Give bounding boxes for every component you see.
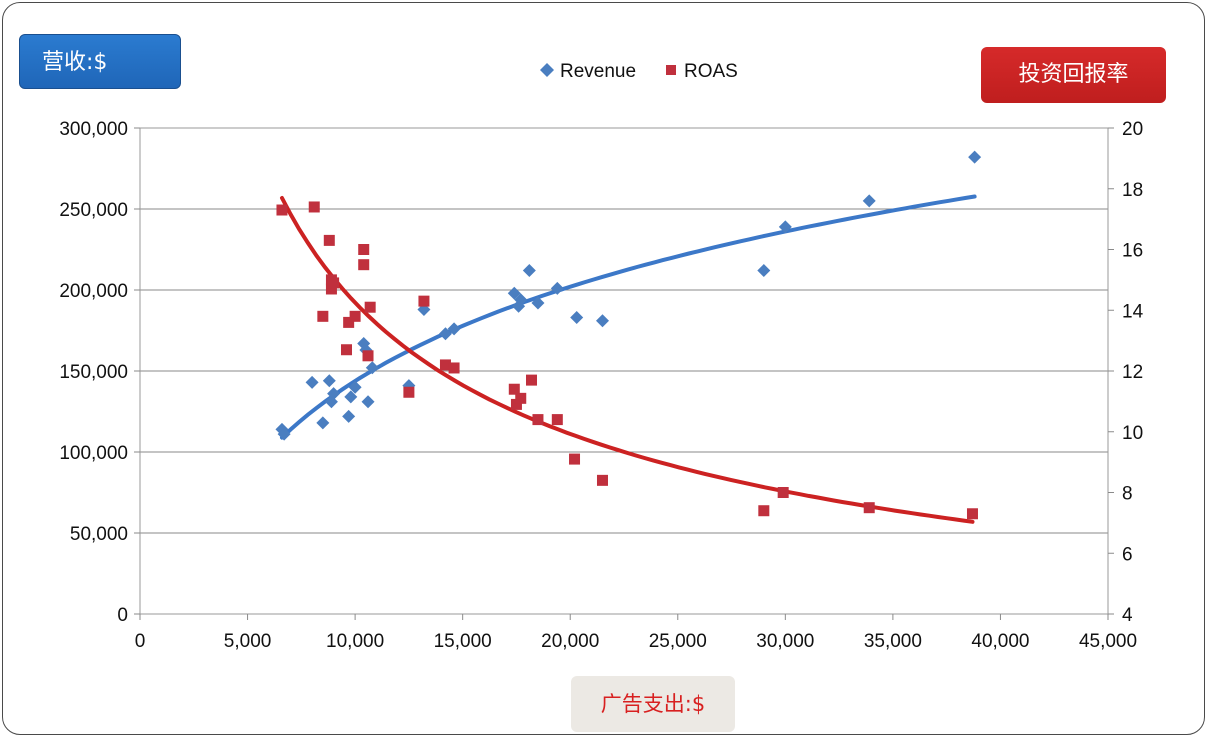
roas-point [569,453,581,465]
roas-point [364,301,376,313]
roas-point [323,234,335,246]
right-tick-label: 6 [1122,544,1133,565]
revenue-trendline [280,194,977,440]
legend-roas-label: ROAS [684,61,738,82]
roas-point [777,487,789,498]
roas-point [508,383,520,395]
roas-point [551,414,563,426]
legend-revenue-label: Revenue [560,61,636,82]
revenue-point [348,380,362,394]
data-points [275,150,982,520]
x-axis-title-badge: 广告支出:$ [571,676,735,732]
right-axis-title-badge: 投资回报率 [981,47,1166,103]
gridlines [140,208,1108,534]
roas-point [596,474,608,486]
revenue-point [522,264,536,278]
right-axis-ticks: 4 6 8 10 12 14 16 18 20 [1122,119,1144,626]
right-tick-label: 18 [1122,180,1143,201]
right-tick-label: 4 [1122,605,1133,626]
roas-point [418,295,430,307]
trendlines [280,194,977,524]
revenue-point [514,293,528,307]
left-tick-label: 50,000 [70,524,128,545]
x-axis-ticks: 0 5,000 10,000 15,000 20,000 25,000 30,000 35,0… [135,631,1137,652]
x-tick-label: 30,000 [756,631,814,652]
roas-point [328,277,340,289]
left-tick-label: 0 [117,605,128,626]
legend: Revenue ROAS [540,61,738,82]
roas-point [325,283,337,295]
revenue-point [595,314,609,328]
x-tick-label: 35,000 [864,631,922,652]
roas-point [510,398,522,410]
revenue-point [316,416,330,430]
roas-point [276,204,288,216]
revenue-point [778,220,792,234]
x-tick-label: 25,000 [649,631,707,652]
right-tick-label: 10 [1122,423,1143,444]
axes [134,127,1114,620]
revenue-point [322,374,336,388]
roas-point [515,392,527,404]
revenue-point [344,390,358,404]
left-tick-label: 100,000 [59,443,128,464]
x-tick-label: 10,000 [326,631,384,652]
left-tick-label: 300,000 [59,119,128,140]
right-tick-label: 20 [1122,119,1143,140]
left-tick-label: 150,000 [59,362,128,383]
legend-revenue-marker [540,63,554,77]
left-axis-ticks: 0 50,000 100,000 150,000 200,000 250,000 300,0… [59,119,128,626]
revenue-point [550,281,564,295]
roas-point [308,201,320,213]
roas-point [526,374,538,386]
roas-point [863,502,875,514]
right-tick-label: 12 [1122,362,1143,383]
left-tick-label: 250,000 [59,200,128,221]
roas-point [343,316,355,328]
x-tick-label: 20,000 [541,631,599,652]
revenue-point [342,409,356,423]
revenue-point [531,296,545,310]
roas-point [358,244,370,255]
roas-point [362,350,374,362]
revenue-point [968,150,982,164]
revenue-point [305,375,319,389]
roas-point [966,508,978,520]
roas-point [532,414,544,426]
x-tick-label: 0 [135,631,146,652]
roas-point [403,386,415,398]
roas-point [448,362,460,374]
roas-point [758,505,770,517]
roas-point [341,344,353,356]
roas-trendline [280,196,975,524]
roas-point [439,359,451,371]
revenue-point [277,427,291,441]
revenue-point [327,387,341,401]
x-tick-label: 5,000 [224,631,272,652]
legend-roas-marker [666,65,676,75]
revenue-point [361,395,375,409]
revenue-point [570,311,584,325]
roas-point [349,310,361,322]
right-tick-label: 14 [1122,301,1144,322]
x-tick-label: 40,000 [971,631,1029,652]
left-axis-title-badge: 营收:$ [19,34,181,89]
roas-point [358,259,370,271]
revenue-point [757,264,771,278]
x-tick-label: 15,000 [434,631,492,652]
revenue-point [862,194,876,208]
x-tick-label: 45,000 [1079,631,1137,652]
roas-point [317,310,329,322]
revenue-point [365,361,379,375]
left-tick-label: 200,000 [59,281,128,302]
right-tick-label: 16 [1122,241,1143,262]
revenue-point [447,322,461,336]
revenue-point [438,327,452,341]
right-tick-label: 8 [1122,484,1133,505]
